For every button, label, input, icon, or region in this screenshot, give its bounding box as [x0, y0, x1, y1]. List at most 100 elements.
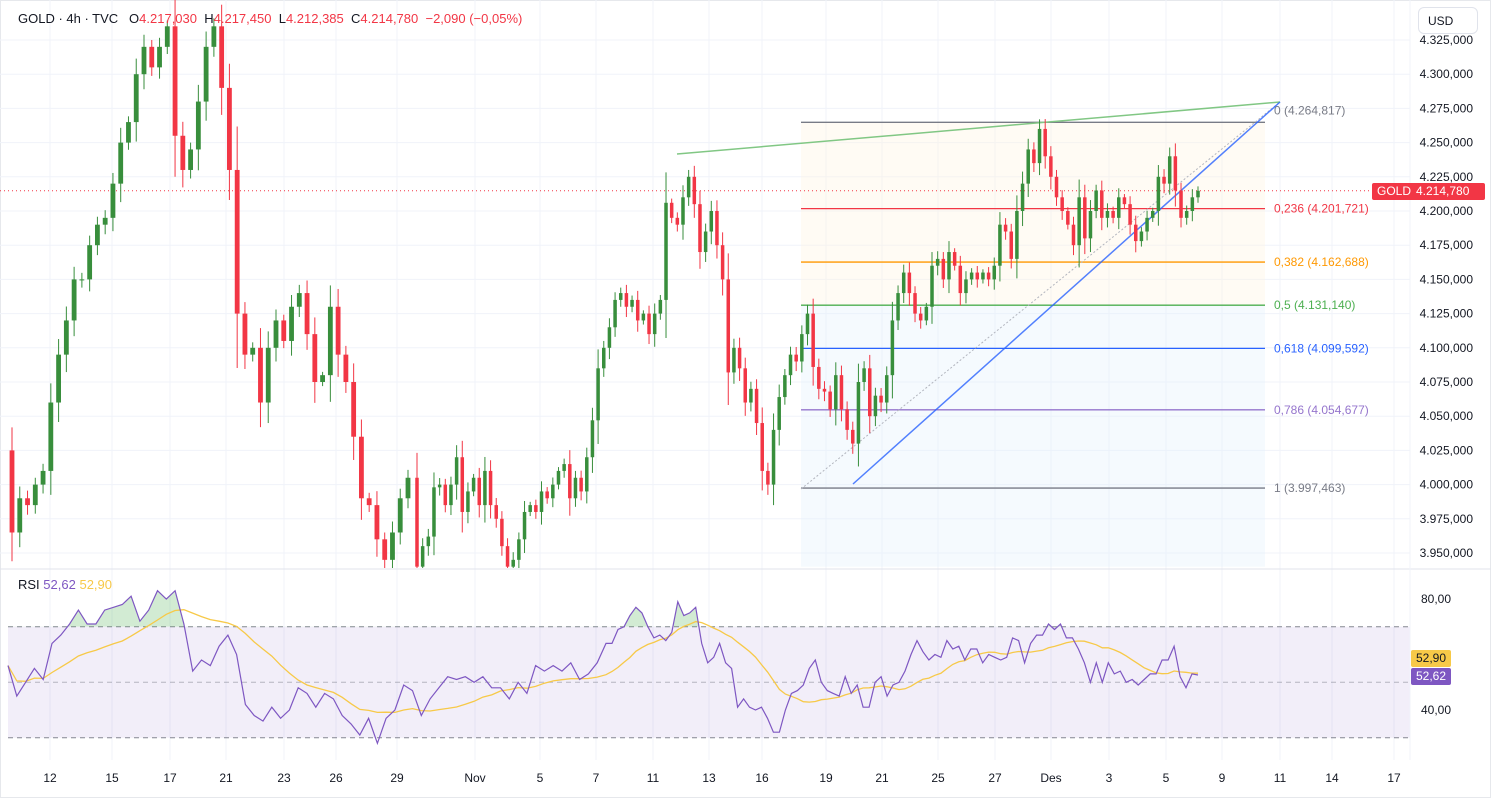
candle-body — [624, 293, 629, 307]
candle-body — [250, 347, 256, 355]
candle-body — [652, 313, 657, 335]
candle-body — [211, 26, 217, 47]
candle-body — [930, 265, 934, 307]
candle-body — [466, 491, 470, 512]
price-axis-label: 4.150,000 — [1420, 272, 1474, 286]
candle-body — [443, 484, 448, 506]
candle-body — [351, 382, 357, 437]
candle-body — [227, 87, 232, 170]
candle-body — [686, 176, 691, 198]
candle-body — [596, 368, 600, 421]
rsi-ma-tag: 52,90 — [1411, 650, 1452, 667]
open-value: 4.217,030 — [139, 11, 197, 26]
candle-body — [219, 26, 225, 88]
candle-body — [102, 217, 108, 225]
candle-body — [664, 202, 668, 300]
candle-body — [63, 320, 69, 355]
candle-body — [374, 505, 380, 540]
time-axis-label: 3 — [1106, 771, 1113, 785]
candle-body — [32, 484, 38, 506]
candle-body — [805, 313, 810, 335]
candle-body — [95, 224, 100, 246]
candle-body — [947, 252, 951, 280]
candle-body — [460, 457, 465, 512]
price-axis-label: 4.225,000 — [1420, 170, 1474, 184]
candle-body — [901, 272, 906, 294]
time-axis-label: 27 — [988, 771, 1002, 785]
candle-body — [669, 202, 674, 218]
candle-body — [1009, 231, 1013, 259]
candle-body — [539, 491, 544, 512]
candle-body — [25, 498, 30, 506]
candle-body — [992, 265, 997, 280]
trend-lines — [0, 101, 1372, 490]
candle-body — [71, 279, 77, 321]
time-axis-label: 16 — [755, 771, 769, 785]
candle-body — [545, 491, 549, 499]
candle-body — [366, 498, 372, 506]
candle-body — [289, 306, 294, 341]
time-axis-label: Des — [1040, 771, 1061, 785]
candle-body — [511, 559, 515, 567]
candle-body — [743, 368, 748, 403]
candle-body — [87, 245, 93, 280]
candle-body — [172, 26, 178, 136]
candle-body — [749, 388, 753, 403]
candle-body — [890, 320, 895, 376]
candle-body — [1162, 176, 1166, 184]
symbol-legend[interactable]: GOLD · 4h · TVC O4.217,030 H4.217,450 L4… — [18, 11, 522, 26]
time-axis-label: 19 — [819, 771, 833, 785]
candle-body — [862, 368, 866, 382]
candle-body — [1111, 211, 1115, 218]
candle-body — [312, 334, 318, 382]
time-axis-label: 11 — [1274, 771, 1287, 785]
candle-body — [500, 518, 504, 547]
candle-body — [1179, 190, 1183, 218]
candle-body — [528, 505, 532, 512]
fib-level-label: 0,618 (4.099,592) — [1274, 341, 1369, 355]
last-price-tag: 4.214,780 — [1411, 183, 1485, 200]
candle-body — [1015, 211, 1019, 259]
candle-body — [698, 204, 702, 253]
candle-body — [822, 388, 827, 392]
candle-body — [157, 46, 162, 68]
candle-body — [958, 265, 963, 294]
candle-body — [426, 536, 431, 547]
price-axis-label: 4.125,000 — [1420, 307, 1474, 321]
rsi-axis-label: 80,00 — [1421, 592, 1451, 606]
price-axis-label: 3.950,000 — [1420, 546, 1474, 560]
candle-body — [1139, 231, 1144, 242]
candle-body — [1060, 197, 1064, 211]
candle-body — [79, 279, 85, 281]
candle-body — [1184, 211, 1189, 218]
time-axis-label: 26 — [329, 771, 343, 785]
rsi-legend[interactable]: RSI 52,62 52,90 — [18, 577, 112, 592]
price-axis-label: 4.325,000 — [1420, 33, 1474, 47]
candle-body — [867, 368, 872, 417]
fib-level-label: 0,382 (4.162,688) — [1274, 255, 1369, 269]
price-axis-label: 4.075,000 — [1420, 375, 1474, 389]
candle-body — [834, 375, 838, 410]
candle-body — [602, 347, 606, 369]
candle-group — [9, 0, 1200, 568]
candle-body — [281, 320, 287, 341]
candle-body — [1026, 149, 1030, 184]
currency-button[interactable]: USD — [1418, 7, 1478, 34]
candle-body — [969, 272, 974, 280]
candle-body — [935, 258, 940, 266]
candle-body — [17, 498, 23, 533]
price-axis-label: 4.050,000 — [1420, 409, 1474, 423]
time-axis-label: 13 — [702, 771, 716, 785]
candle-body — [777, 397, 781, 430]
time-axis-label: 12 — [43, 771, 57, 785]
candle-body — [477, 477, 482, 506]
candle-body — [811, 313, 815, 367]
candle-body — [304, 293, 310, 335]
candle-body — [203, 46, 209, 102]
high-label: H — [204, 11, 214, 26]
candle-body — [517, 539, 521, 560]
candle-body — [296, 293, 302, 307]
fib-level-label: 0,236 (4.201,721) — [1274, 202, 1369, 216]
candle-body — [783, 375, 787, 398]
